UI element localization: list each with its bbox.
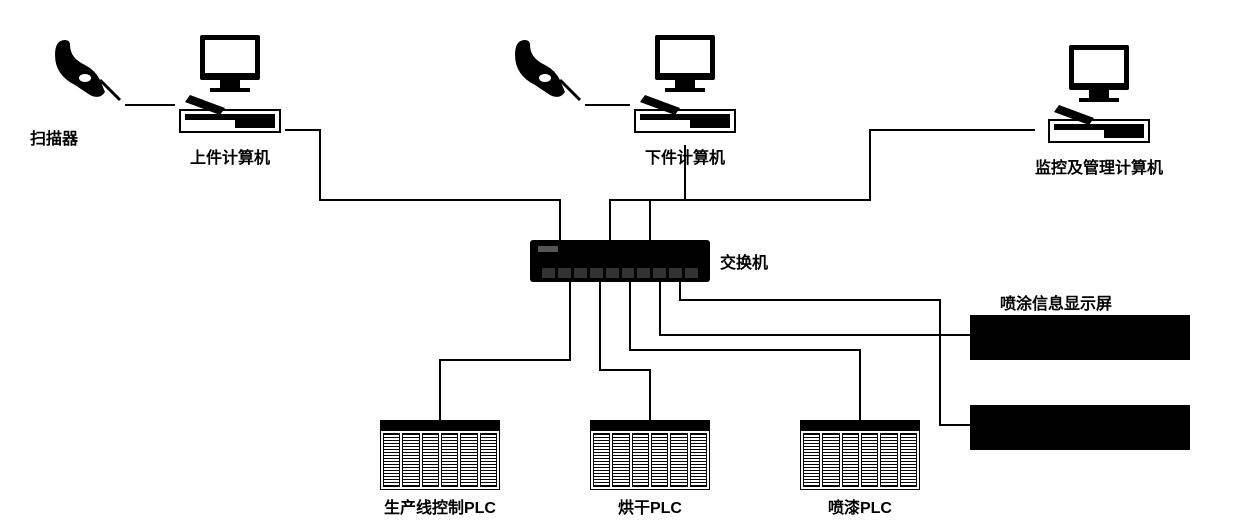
lower-computer-label: 下件计算机 [645,144,725,168]
computer-icon [175,30,285,140]
scanner-2 [510,30,590,110]
display-panel-2 [970,405,1190,450]
monitor-computer: 监控及管理计算机 [1035,40,1163,178]
display-panel-1 [970,315,1190,360]
computer-icon [630,30,740,140]
plc-drying: 烘干PLC [590,420,710,518]
lower-computer: 下件计算机 [630,30,740,168]
plc-painting: 喷漆PLC [800,420,920,518]
plc-icon [590,420,710,490]
upper-computer: 上件计算机 [175,30,285,168]
switch-label: 交换机 [720,249,768,273]
plc-icon [800,420,920,490]
plc-dry-label: 烘干PLC [618,494,682,518]
scanner-1-label: 扫描器 [30,125,78,149]
plc-icon [380,420,500,490]
monitor-computer-label: 监控及管理计算机 [1035,154,1163,178]
plc-line-label: 生产线控制PLC [384,494,496,518]
display-panel-label: 喷涂信息显示屏 [1000,290,1112,314]
scanner-icon [50,30,130,110]
plc-paint-label: 喷漆PLC [828,494,892,518]
upper-computer-label: 上件计算机 [190,144,270,168]
scanner-1: 扫描器 [50,30,130,110]
network-switch: 交换机 [530,240,768,282]
computer-icon [1044,40,1154,150]
switch-icon [530,240,710,282]
plc-line-control: 生产线控制PLC [380,420,500,518]
scanner-icon [510,30,590,110]
